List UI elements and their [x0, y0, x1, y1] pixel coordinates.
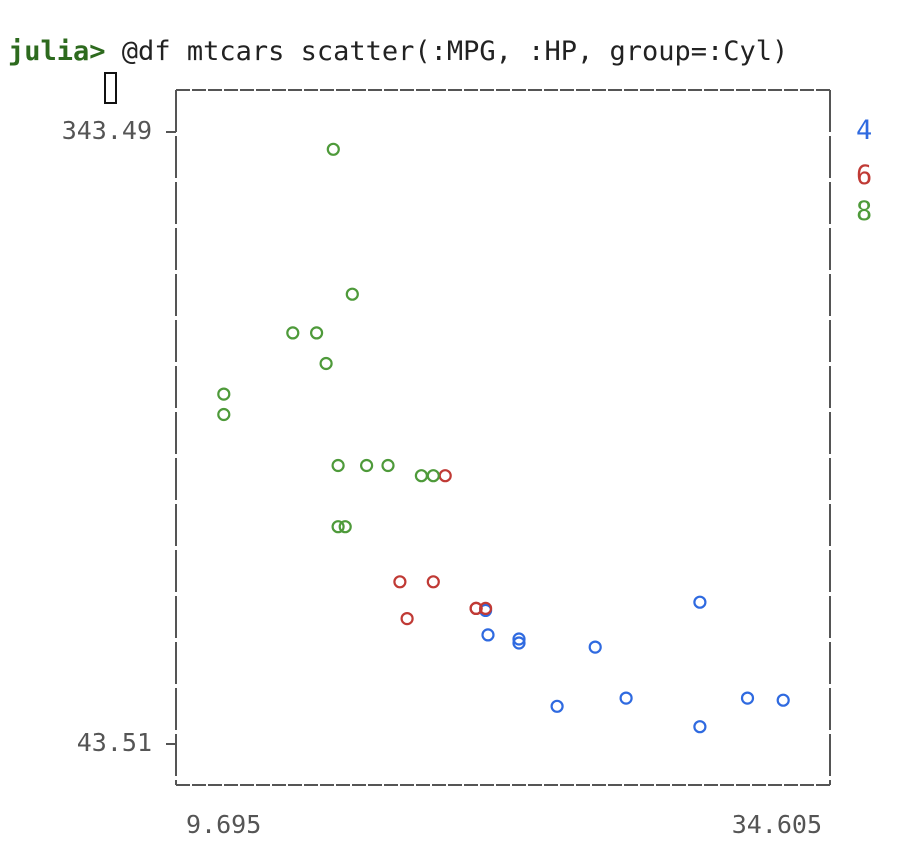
data-point-cyl4-5	[776, 693, 790, 707]
data-point-cyl6-3	[400, 611, 414, 626]
data-point-cyl8-6	[217, 387, 231, 401]
data-points	[217, 142, 790, 734]
y-tick-label-min: 43.51	[77, 728, 152, 757]
data-point-cyl8-10	[286, 326, 300, 340]
data-point-cyl8-5	[217, 407, 231, 422]
data-point-cyl4-4	[693, 720, 707, 734]
data-point-cyl6-6	[438, 469, 452, 483]
command-text: @df mtcars scatter(:MPG, :HP, group=:Cyl…	[105, 36, 789, 67]
data-point-cyl4-3	[740, 691, 755, 705]
data-point-cyl4-1	[550, 699, 564, 713]
data-point-cyl6-4	[426, 575, 440, 589]
plot-frame	[175, 89, 831, 786]
data-point-cyl8-1	[310, 326, 324, 340]
data-point-cyl8-3	[381, 458, 395, 473]
data-point-cyl6-1	[469, 601, 483, 616]
command-line: julia> @df mtcars scatter(:MPG, :HP, gro…	[8, 36, 788, 68]
data-point-cyl8-12	[345, 287, 359, 301]
data-point-cyl8-8	[338, 520, 352, 534]
data-point-cyl6-5	[393, 575, 407, 589]
data-point-cyl8-2	[360, 458, 374, 473]
data-point-cyl8-13	[326, 142, 340, 156]
data-point-cyl8-0	[414, 469, 428, 483]
legend-entry-8: 8	[856, 196, 872, 227]
data-point-cyl4-9	[693, 595, 707, 609]
data-point-cyl8-11	[426, 469, 440, 483]
julia-prompt: julia>	[8, 36, 106, 67]
data-point-cyl4-8	[588, 640, 602, 654]
data-point-cyl8-7	[319, 356, 333, 371]
legend-entry-6: 6	[856, 160, 872, 191]
data-point-cyl4-2	[512, 632, 526, 646]
data-point-cyl4-6	[481, 628, 495, 642]
x-tick-label-max: 34.605	[732, 810, 822, 839]
data-point-cyl8-4	[331, 458, 345, 473]
x-tick-label-min: 9.695	[186, 810, 261, 839]
text-cursor	[104, 72, 117, 104]
data-point-cyl4-7	[619, 691, 633, 705]
legend: 4 6 8	[856, 115, 872, 227]
data-point-cyl6-2	[479, 601, 493, 616]
y-tick-label-max: 343.49	[62, 116, 152, 145]
data-point-cyl4-0	[512, 636, 526, 650]
legend-entry-4: 4	[856, 115, 872, 146]
data-point-cyl8-9	[331, 520, 345, 534]
axis-ticks	[166, 131, 176, 745]
